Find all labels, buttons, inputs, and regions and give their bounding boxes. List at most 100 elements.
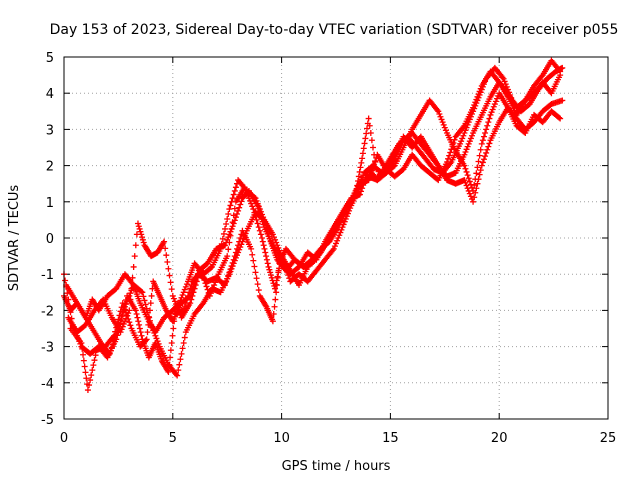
data-point-track-d <box>276 265 283 272</box>
data-point-track-d <box>108 344 115 351</box>
data-point-track-d <box>203 283 210 290</box>
data-point-track-b <box>340 221 347 228</box>
data-point-track-c <box>137 228 144 235</box>
data-point-track-e <box>125 315 132 322</box>
y-tick-label: -2 <box>41 304 54 319</box>
data-point-track-a <box>232 184 239 191</box>
data-point-track-d <box>204 286 211 293</box>
data-point-track-c <box>442 127 449 134</box>
data-point-track-d <box>268 274 275 281</box>
data-point-track-c <box>233 245 240 252</box>
x-tick-label: 0 <box>60 431 68 446</box>
data-point-track-e <box>233 211 240 218</box>
data-point-track-d <box>225 246 232 253</box>
data-point-track-e <box>119 300 126 307</box>
data-point-track-c <box>119 323 126 330</box>
data-point-track-c <box>480 133 487 140</box>
data-point-track-e <box>462 149 469 156</box>
data-point-track-d <box>180 307 187 314</box>
data-point-track-e <box>90 362 97 369</box>
data-point-track-d <box>264 260 271 267</box>
data-point-track-b <box>153 335 160 342</box>
data-point-track-c <box>272 296 279 303</box>
y-tick-label: -4 <box>41 377 54 392</box>
data-point-track-b <box>462 179 469 186</box>
y-tick-label: 5 <box>46 51 54 66</box>
data-point-track-c <box>130 263 137 270</box>
x-tick-label: 5 <box>169 431 177 446</box>
data-point-track-c <box>463 168 470 175</box>
data-point-track-e <box>112 328 119 335</box>
data-point-track-d <box>255 224 262 231</box>
data-point-track-d <box>263 253 270 260</box>
data-point-track-a <box>457 140 464 147</box>
data-point-track-c <box>482 130 489 137</box>
data-point-track-a <box>559 64 566 71</box>
data-point-track-d <box>247 197 254 204</box>
data-point-track-c <box>230 256 237 263</box>
data-point-track-d <box>248 200 255 207</box>
data-point-track-b <box>339 224 346 231</box>
data-point-track-a <box>227 202 234 209</box>
data-point-track-a <box>222 225 229 232</box>
data-point-track-e <box>188 289 195 296</box>
data-point-track-b <box>342 215 349 222</box>
data-point-track-d <box>445 155 452 162</box>
data-point-track-c <box>373 166 380 173</box>
data-point-track-c <box>223 278 230 285</box>
data-point-track-c <box>557 115 564 122</box>
data-point-track-b <box>461 177 468 184</box>
data-point-track-e <box>256 207 263 214</box>
x-tick-label: 20 <box>491 431 508 446</box>
data-point-track-a <box>224 215 231 222</box>
data-point-track-d <box>252 213 259 220</box>
data-point-track-c <box>235 242 242 249</box>
data-point-track-d <box>475 91 482 98</box>
data-point-track-b <box>67 309 74 316</box>
data-point-track-c <box>472 176 479 183</box>
data-point-track-d <box>109 341 116 348</box>
data-point-track-e <box>91 357 98 364</box>
data-point-track-b <box>463 182 470 189</box>
data-point-track-e <box>190 283 197 290</box>
data-point-track-b <box>127 290 134 297</box>
data-point-track-c <box>271 303 278 310</box>
data-point-track-e <box>467 135 474 142</box>
data-point-track-c <box>488 109 495 116</box>
data-point-track-c <box>485 119 492 126</box>
data-point-track-c <box>248 245 255 252</box>
data-point-track-d <box>137 329 144 336</box>
data-point-track-b <box>62 277 69 284</box>
data-point-track-d <box>272 281 279 288</box>
data-point-track-c <box>357 164 364 171</box>
data-point-track-b <box>138 288 145 295</box>
data-point-track-c <box>126 307 133 314</box>
data-point-track-d <box>449 143 456 150</box>
data-point-track-e <box>363 172 370 179</box>
data-point-track-c <box>437 113 444 120</box>
data-point-track-c <box>461 162 468 169</box>
data-point-track-e <box>144 329 151 336</box>
data-point-track-e <box>124 312 131 319</box>
data-point-track-b <box>65 296 72 303</box>
data-point-track-e <box>148 292 155 299</box>
data-point-track-c <box>273 289 280 296</box>
data-point-track-e <box>120 303 127 310</box>
data-point-track-c <box>139 234 146 241</box>
data-point-track-e <box>229 223 236 230</box>
data-point-track-a <box>223 220 230 227</box>
data-point-track-c <box>358 159 365 166</box>
data-point-track-e <box>126 319 133 326</box>
data-point-track-b <box>140 293 147 300</box>
data-point-track-e <box>145 321 152 328</box>
data-point-track-a <box>458 138 465 145</box>
data-point-track-b <box>334 237 341 244</box>
data-point-track-d <box>241 184 248 191</box>
data-point-track-d <box>135 318 142 325</box>
data-point-track-e <box>146 307 153 314</box>
data-point-track-c <box>270 311 277 318</box>
data-point-track-c <box>231 253 238 260</box>
data-point-track-c <box>477 146 484 153</box>
data-point-track-e <box>81 363 88 370</box>
